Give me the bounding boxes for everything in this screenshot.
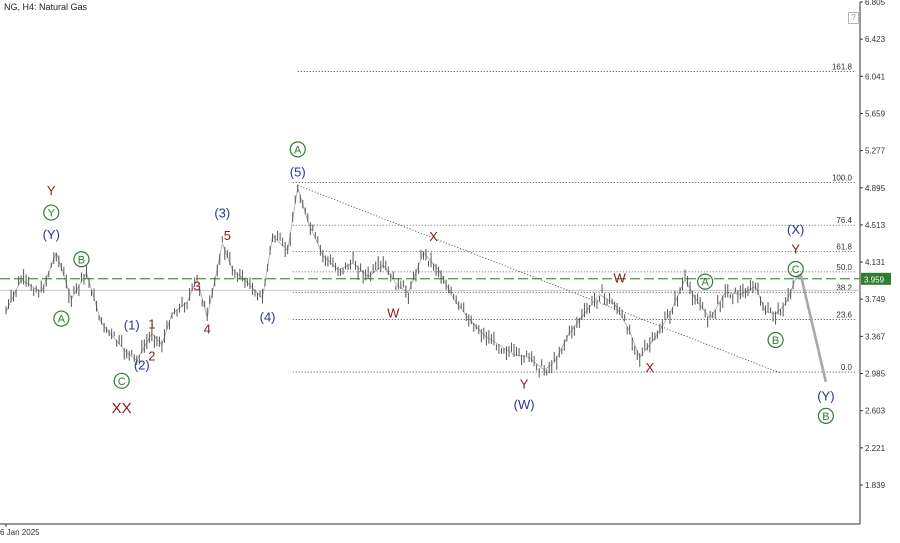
wave-circle (73, 251, 90, 268)
fib-level-label: 161.8 (832, 63, 853, 72)
y-tick-label: 2.221 (865, 444, 886, 453)
wave-label: Y (791, 242, 800, 257)
wave-label: W (614, 271, 627, 286)
wave-label: Y (520, 377, 529, 392)
info-button[interactable]: ? (848, 12, 859, 24)
wave-label: Y (47, 183, 56, 198)
y-tick-label: 6.423 (865, 35, 886, 44)
wave-label: 5 (224, 228, 231, 243)
y-tick-label: 2.603 (865, 407, 886, 416)
y-tick-label: 4.131 (865, 258, 886, 267)
wave-circle (53, 310, 70, 327)
wave-label: X (645, 360, 654, 375)
wave-label: (W) (514, 397, 535, 412)
wave-circle (697, 273, 714, 290)
fib-level-label: 38.2 (836, 283, 852, 292)
y-tick-label: 4.895 (865, 184, 886, 193)
wave-circle (787, 260, 804, 278)
y-tick-label: 1.839 (865, 481, 886, 490)
wave-label: (Y) (43, 227, 60, 242)
wave-label: B (78, 254, 85, 266)
fib-level-label: 76.4 (836, 216, 852, 225)
wave-circle (817, 407, 834, 424)
y-tick-label: 3.749 (865, 295, 886, 304)
wave-label: (3) (214, 206, 230, 221)
fib-level-label: 100.0 (832, 173, 853, 182)
wave-label: (X) (787, 222, 804, 237)
wave-circle (767, 331, 784, 349)
wave-circle (289, 141, 306, 158)
wave-label: 3 (194, 278, 201, 293)
wave-label: (5) (290, 165, 306, 180)
fib-level-label: 50.0 (836, 263, 852, 272)
y-tick-label: 5.277 (865, 147, 886, 156)
wave-circle (43, 204, 60, 221)
wave-label: W (387, 306, 400, 321)
wave-label: B (772, 335, 779, 347)
current-price-label: 3.959 (864, 275, 885, 284)
wave-label: X (429, 229, 438, 244)
wave-label: B (822, 411, 829, 423)
fib-level-label: 61.8 (836, 242, 852, 251)
trendline (297, 184, 781, 374)
current-price-tag (861, 272, 891, 285)
wave-label: C (792, 264, 800, 276)
wave-label: (4) (260, 310, 276, 325)
y-tick-label: 6.041 (865, 72, 886, 81)
y-tick-label: 5.659 (865, 109, 886, 118)
wave-label: 2 (148, 349, 155, 364)
y-tick-label: 6.805 (865, 0, 886, 7)
wave-label: A (294, 144, 302, 156)
wave-label: (1) (124, 317, 140, 332)
wave-label: XX (112, 400, 132, 417)
wave-label: A (701, 277, 709, 289)
wave-label: (Y) (817, 388, 834, 403)
wave-circle (113, 372, 130, 389)
x-tick-label: 6 Jan 2025 (0, 528, 40, 537)
fib-level-label: 0.0 (841, 363, 853, 372)
y-tick-label: 4.513 (865, 221, 886, 230)
wave-label: C (118, 376, 126, 388)
y-tick-label: 2.985 (865, 370, 886, 379)
symbol-label: NG, H4: Natural Gas (4, 2, 88, 12)
wave-label: (2) (134, 357, 150, 372)
fib-level-label: 23.6 (836, 311, 852, 320)
wave-label: 4 (204, 321, 211, 336)
y-tick-label: 3.367 (865, 332, 886, 341)
wave-label: Y (48, 208, 56, 220)
wave-label: A (58, 314, 66, 326)
wave-label: 1 (148, 316, 155, 331)
